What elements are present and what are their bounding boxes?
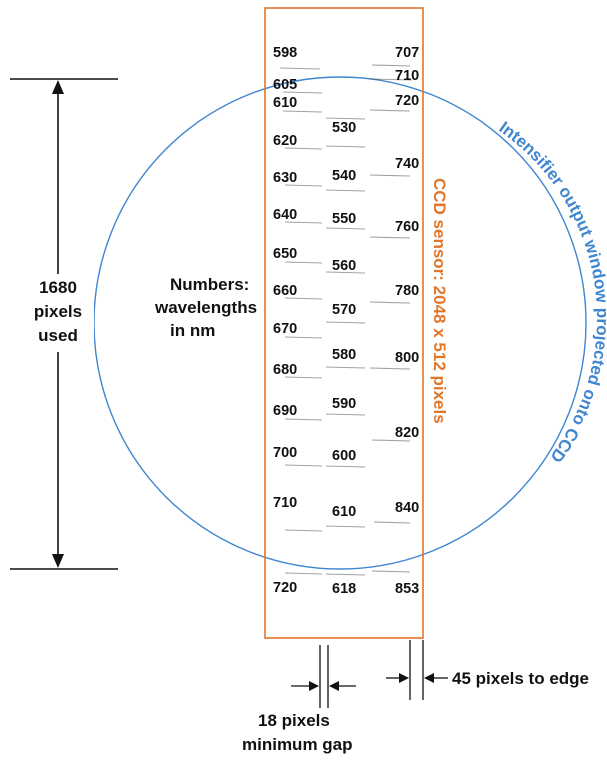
- middle-wavelength-column: 530 540 550 560 570 580 590 600 610 618: [332, 120, 356, 597]
- wavelength-label: 700: [273, 445, 297, 461]
- spectral-line-mark: [325, 227, 366, 230]
- wavelength-label: 680: [273, 362, 297, 378]
- wavelength-label: 618: [332, 581, 356, 597]
- arrow-right-icon: [399, 673, 409, 683]
- spectral-line-mark: [371, 570, 411, 573]
- spectral-line-mark: [371, 64, 411, 67]
- arrow-right-icon: [309, 681, 319, 691]
- wavelength-label: 530: [332, 120, 356, 136]
- wavelength-label: 610: [332, 504, 356, 520]
- spectral-line-mark: [284, 464, 323, 467]
- edge-gap-label: 45 pixels to edge: [452, 669, 589, 688]
- ccd-sensor-rect: [264, 7, 424, 639]
- spectral-line-mark: [325, 465, 366, 468]
- wavelength-label: 800: [395, 350, 419, 366]
- min-gap-label-line-2: minimum gap: [242, 735, 353, 754]
- wavelength-label: 598: [273, 45, 297, 61]
- pixels-used-line-1: 1680: [39, 278, 77, 297]
- arrow-left-icon: [424, 673, 434, 683]
- numbers-note-line-1: Numbers:: [170, 275, 249, 294]
- wavelength-label: 630: [273, 170, 297, 186]
- wavelength-label: 707: [395, 45, 419, 61]
- spectral-line-mark: [325, 413, 366, 416]
- pixels-used-line-2: pixels: [34, 302, 82, 321]
- spectral-line-mark: [325, 117, 366, 120]
- wavelength-label: 580: [332, 347, 356, 363]
- intensifier-window-circle: [93, 76, 587, 570]
- wavelength-label: 720: [273, 580, 297, 596]
- wavelength-label: 690: [273, 403, 297, 419]
- spectral-line-mark: [369, 367, 411, 370]
- spectral-line-mark: [279, 67, 321, 70]
- wavelength-label: 840: [395, 500, 419, 516]
- wavelength-label: 550: [332, 211, 356, 227]
- min-gap-indicator: [291, 645, 356, 708]
- spectral-line-mark: [325, 321, 366, 324]
- arrow-down-icon: [52, 554, 64, 568]
- wavelength-label: 660: [273, 283, 297, 299]
- spectral-line-mark: [284, 336, 323, 339]
- min-gap-label-line-1: 18 pixels: [258, 711, 330, 730]
- spectral-line-mark: [284, 184, 323, 187]
- spectral-line-mark: [373, 521, 411, 524]
- spectral-line-mark: [284, 297, 323, 300]
- numbers-note-line-3: in nm: [170, 321, 215, 340]
- wavelength-label: 600: [332, 448, 356, 464]
- spectral-line-mark: [284, 221, 323, 224]
- arrow-up-icon: [52, 80, 64, 94]
- left-wavelength-column: 598 605 610 620 630 640 650 660 670 680 …: [273, 45, 297, 596]
- wavelength-label: 710: [395, 68, 419, 84]
- wavelength-label: 820: [395, 425, 419, 441]
- intensifier-window-label: Intensifier output window projected onto…: [496, 118, 607, 466]
- spectral-line-mark: [325, 271, 366, 274]
- spectral-line-mark: [284, 418, 323, 421]
- spectral-line-mark: [371, 439, 411, 442]
- wavelength-label: 540: [332, 168, 356, 184]
- spectral-line-mark: [369, 301, 411, 304]
- edge-gap-indicator: [386, 640, 448, 700]
- wavelength-label: 710: [273, 495, 297, 511]
- spectral-line-mark: [284, 529, 323, 532]
- numbers-note-line-2: wavelengths: [154, 298, 257, 317]
- right-wavelength-column: 707 710 720 740 760 780 800 820 840 853: [395, 45, 419, 597]
- spectral-line-mark: [325, 189, 366, 192]
- spectral-line-mark: [369, 109, 411, 112]
- spectral-line-mark: [284, 572, 323, 575]
- wavelength-label: 570: [332, 302, 356, 318]
- wavelength-label: 610: [273, 95, 297, 111]
- wavelength-label: 740: [395, 156, 419, 172]
- wavelength-label: 760: [395, 219, 419, 235]
- spectral-line-mark: [284, 376, 323, 379]
- spectral-line-mark: [325, 145, 366, 148]
- spectral-line-mark: [369, 174, 411, 177]
- wavelength-label: 720: [395, 93, 419, 109]
- wavelength-label: 780: [395, 283, 419, 299]
- pixels-used-line-3: used: [38, 326, 78, 345]
- wavelength-label: 670: [273, 321, 297, 337]
- wavelength-label: 560: [332, 258, 356, 274]
- wavelength-label: 590: [332, 396, 356, 412]
- spectral-line-mark: [325, 366, 366, 369]
- spectral-line-mark: [284, 147, 323, 150]
- wavelength-label: 620: [273, 133, 297, 149]
- spectral-line-mark: [284, 261, 323, 264]
- pixels-used-label: 1680 pixels used: [22, 274, 94, 352]
- wavelength-label: 640: [273, 207, 297, 223]
- intensifier-window-label-path: Intensifier output window projected onto…: [496, 118, 607, 466]
- arrow-left-icon: [329, 681, 339, 691]
- spectral-lines: [279, 64, 413, 576]
- spectral-line-mark: [325, 573, 366, 576]
- spectral-line-mark: [325, 525, 366, 528]
- wavelength-label: 853: [395, 581, 419, 597]
- spectral-line-mark: [369, 78, 413, 81]
- ccd-sensor-label: CCD sensor: 2048 x 512 pixels: [430, 178, 449, 424]
- spectral-line-mark: [282, 110, 323, 113]
- spectral-line-mark: [369, 236, 411, 239]
- wavelength-label: 650: [273, 246, 297, 262]
- wavelength-label: 605: [273, 77, 297, 93]
- spectral-line-mark: [282, 91, 323, 94]
